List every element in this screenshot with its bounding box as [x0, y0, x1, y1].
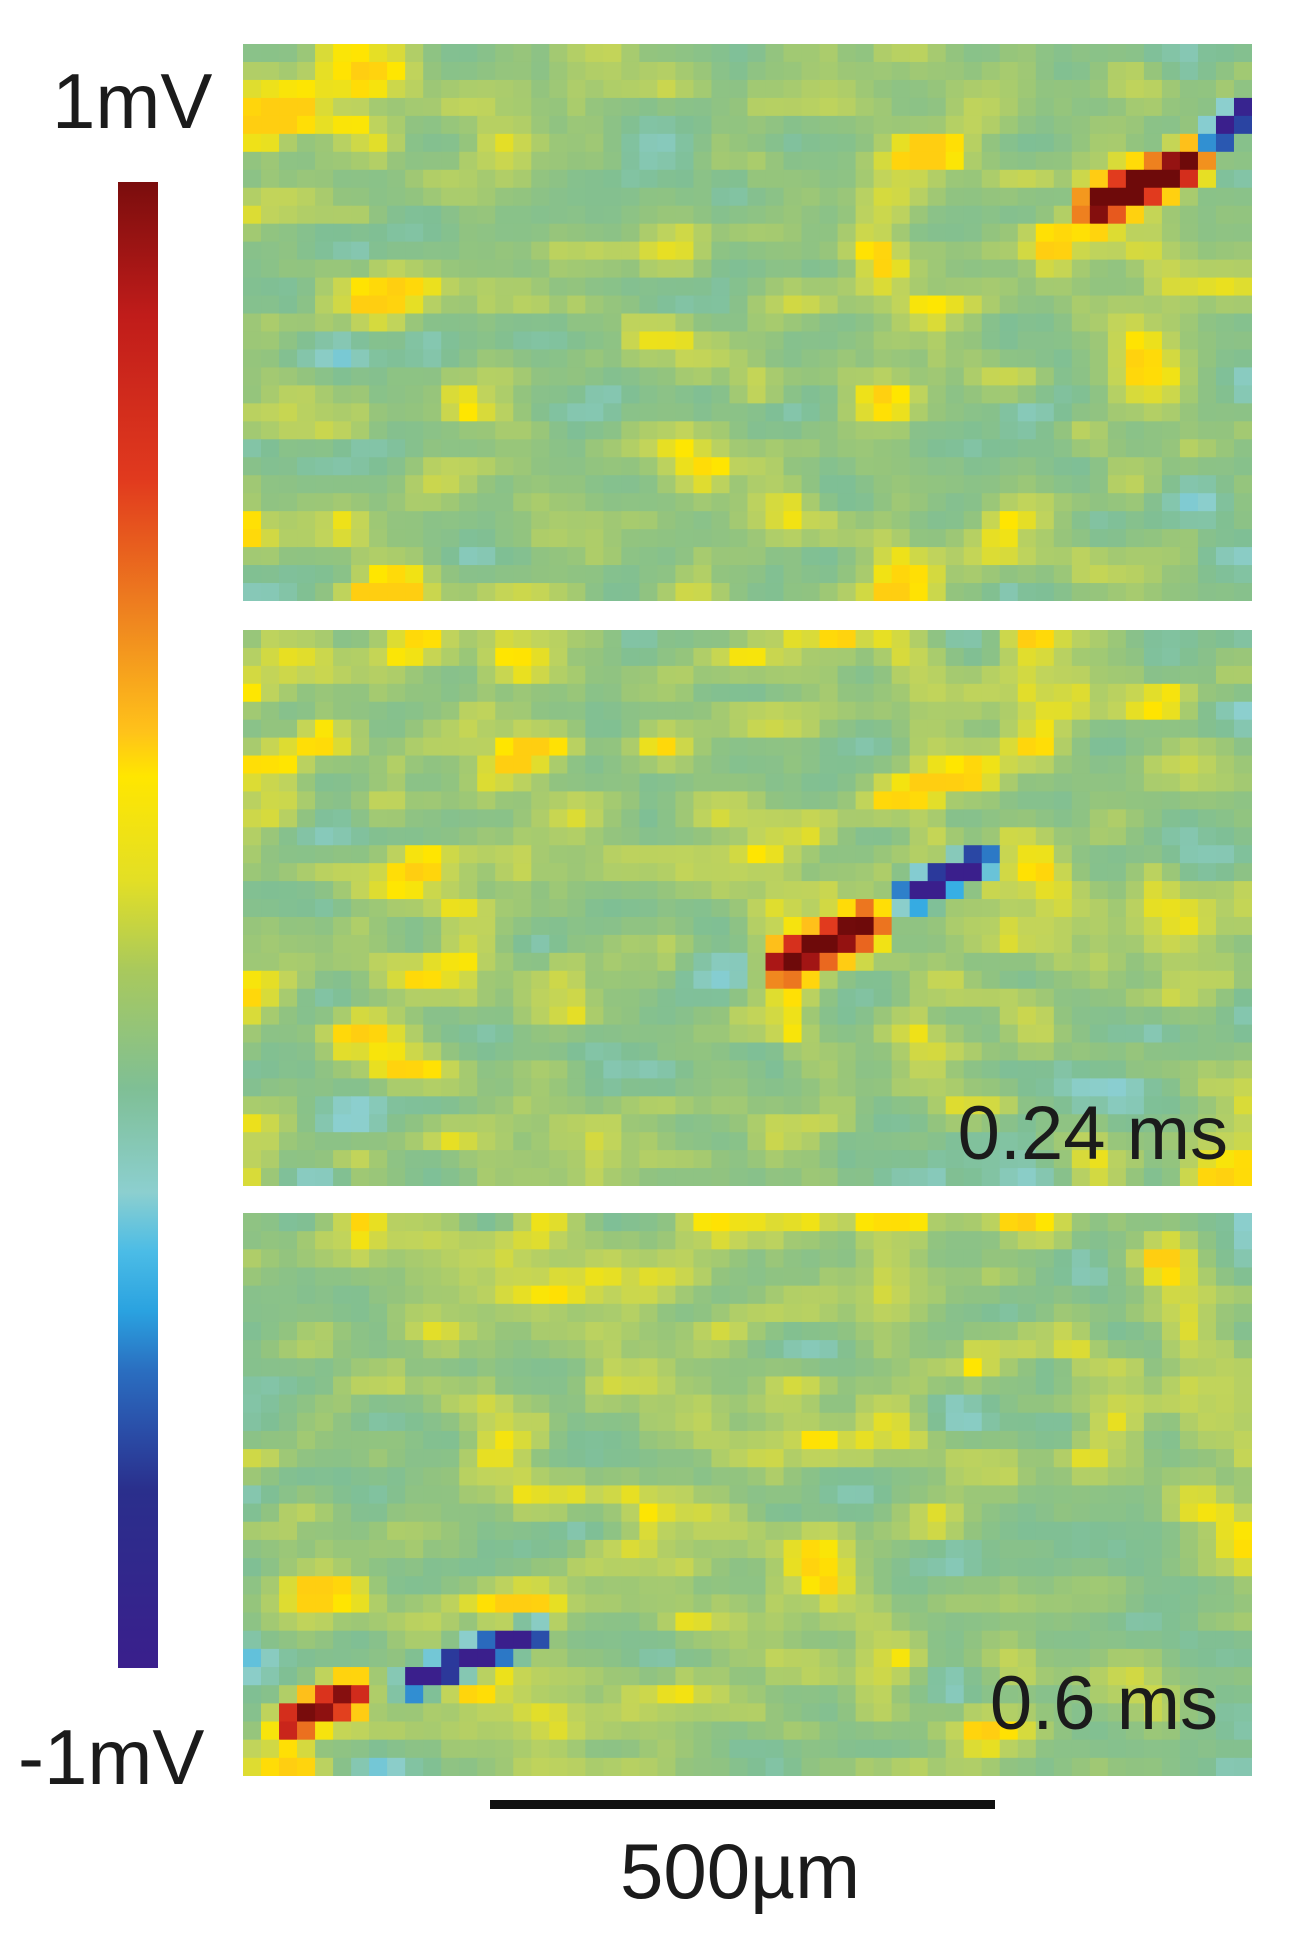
colorbar-max-label: 1mV: [52, 57, 213, 145]
heatmap-panel-3: 0.6 ms: [243, 1213, 1252, 1776]
colorbar-min-label: -1mV: [18, 1713, 205, 1801]
heatmap-3: [243, 1213, 1252, 1776]
scale-bar-label: 500µm: [620, 1827, 861, 1915]
heatmap-panel-2: 0.24 ms: [243, 630, 1252, 1186]
colorbar: [118, 182, 158, 1668]
heatmap-1: [243, 44, 1252, 601]
time-label-0-24ms: 0.24 ms: [957, 1091, 1228, 1176]
heatmap-2: [243, 630, 1252, 1186]
scale-bar: [490, 1800, 995, 1809]
time-label-0-6ms: 0.6 ms: [989, 1661, 1218, 1746]
heatmap-panel-1: [243, 44, 1252, 601]
